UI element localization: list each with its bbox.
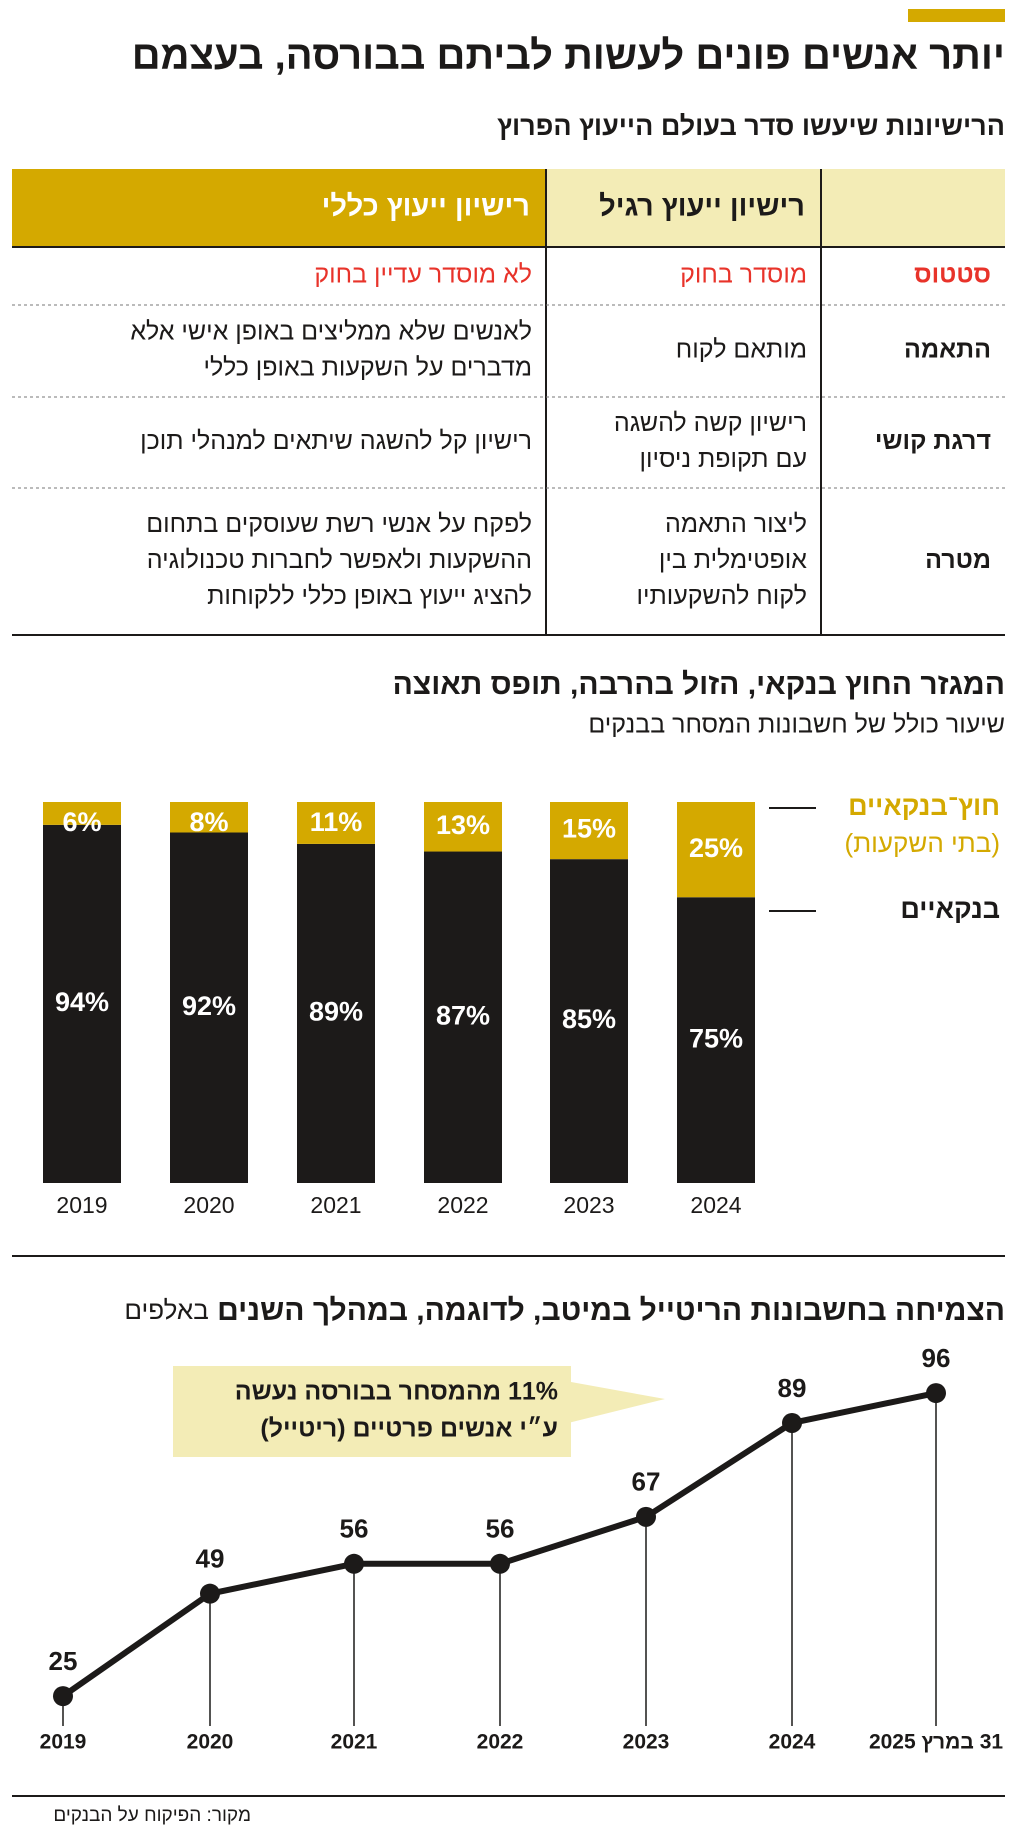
- data-point: [200, 1583, 220, 1604]
- data-point: [490, 1553, 510, 1574]
- annotation-text: 11% מהמסחר בבורסה נעשה: [235, 1378, 558, 1406]
- value-label: 89: [778, 1373, 807, 1403]
- cell-text: לקוח להשקעותיו: [636, 582, 807, 610]
- row-label: מטרה: [925, 546, 991, 574]
- cell-text: מותאם לקוח: [676, 336, 807, 364]
- cell-text: ליצור התאמה: [665, 510, 807, 538]
- bar-segment: [170, 832, 248, 1183]
- x-tick-label: 2021: [331, 1731, 378, 1754]
- x-tick-label: 2021: [310, 1192, 361, 1218]
- value-label: 11%: [310, 807, 363, 837]
- cell-text: לאנשים שלא ממליצים באופן אישי אלא: [130, 318, 532, 346]
- value-label: 85%: [562, 1004, 616, 1034]
- value-label: 56: [486, 1514, 515, 1544]
- header-cell: [12, 169, 546, 247]
- value-label: 89%: [309, 997, 363, 1027]
- value-label: 25: [49, 1646, 78, 1676]
- cell-text: רישיון קל להשגה שיתאים למנהלי תוכן: [140, 427, 532, 455]
- cell-text: עם תקופת ניסיון: [639, 445, 807, 473]
- legend-note: (בתי השקעות): [845, 828, 1000, 858]
- header-label: רישיון ייעוץ רגיל: [599, 191, 805, 223]
- value-label: 56: [340, 1514, 369, 1544]
- row-label: התאמה: [904, 336, 991, 364]
- legend-label: בנקאיים: [900, 894, 1000, 924]
- row-label: דרגת קושי: [875, 427, 991, 455]
- source: מקור: הפיקוח על הבנקים: [53, 1805, 251, 1826]
- bar-segment: [297, 802, 375, 844]
- annotation-text: ע״י אנשים פרטיים (ריטייל): [260, 1415, 558, 1443]
- header-cell: [821, 169, 1005, 247]
- value-label: 67: [632, 1467, 661, 1497]
- data-point: [344, 1553, 364, 1574]
- bar-segment: [170, 802, 248, 833]
- data-point: [782, 1412, 802, 1433]
- value-label: 8%: [189, 807, 228, 837]
- x-tick-label: 2023: [563, 1192, 614, 1218]
- bar-segment: [43, 802, 121, 825]
- chart-title: הצמיחה בחשבונות הריטייל במיטב, לדוגמה, ב…: [124, 1294, 1005, 1327]
- value-label: 87%: [436, 1000, 490, 1030]
- cell-text: ההשקעות ולאפשר לחברות טכנולוגיה: [147, 546, 532, 574]
- value-label: 15%: [562, 814, 616, 844]
- accent-bar: [908, 9, 1005, 22]
- chart-title: המגזר החוץ בנקאי, הזול בהרבה, תופס תאוצה: [393, 668, 1005, 701]
- unit-text: באלפים: [124, 1295, 208, 1325]
- bar-segment: [424, 802, 502, 852]
- bar-segment: [424, 851, 502, 1183]
- value-label: 92%: [182, 991, 236, 1021]
- cell-text: אופטימלית בין: [659, 546, 807, 574]
- cell-text: לפקח על אנשי רשת שעוסקים בתחום: [146, 510, 532, 538]
- bar-segment: [550, 802, 628, 860]
- cell-text: להציג ייעוץ באופן כללי ללקוחות: [207, 582, 532, 610]
- bar-segment: [677, 897, 755, 1183]
- x-tick-label: 2022: [437, 1192, 488, 1218]
- data-point: [926, 1383, 946, 1404]
- cell-text: לא מוסדר עדיין בחוק: [314, 261, 532, 289]
- value-label: 96: [922, 1343, 951, 1373]
- x-tick-label: 31 במרץ 2025: [869, 1731, 1003, 1754]
- annotation-pointer: [560, 1380, 665, 1425]
- annotation-box: [173, 1366, 571, 1457]
- value-label: 94%: [55, 987, 109, 1017]
- title-text: הצמיחה בחשבונות הריטייל במיטב, לדוגמה, ב…: [217, 1294, 1005, 1327]
- page-subtitle: הרישיונות שיעשו סדר בעולם הייעוץ הפרוץ: [497, 111, 1005, 141]
- x-tick-label: 2020: [187, 1731, 234, 1754]
- row-label: סטטוס: [914, 261, 991, 289]
- x-tick-label: 2024: [769, 1731, 816, 1754]
- value-label: 25%: [689, 833, 743, 863]
- chart-subtitle: שיעור כולל של חשבונות המסחר בבנקים: [588, 711, 1005, 739]
- cell-text: רישיון קשה להשגה: [614, 409, 807, 437]
- x-tick-label: 2024: [690, 1192, 741, 1218]
- page-title: יותר אנשים פונים לעשות לביתם בבורסה, בעצ…: [132, 34, 1005, 78]
- bar-segment: [550, 859, 628, 1183]
- value-label: 49: [196, 1544, 225, 1574]
- x-tick-label: 2023: [623, 1731, 670, 1754]
- bar-segment: [677, 802, 755, 898]
- value-label: 13%: [436, 810, 490, 840]
- data-point: [636, 1506, 656, 1527]
- header-cell: [546, 169, 821, 247]
- value-label: 75%: [689, 1023, 743, 1053]
- x-tick-label: 2019: [56, 1192, 107, 1218]
- x-tick-label: 2022: [477, 1731, 524, 1754]
- legend-label: חוץ־בנקאיים: [848, 791, 1000, 821]
- x-tick-label: 2020: [183, 1192, 234, 1218]
- value-label: 6%: [62, 807, 101, 837]
- bar-segment: [297, 843, 375, 1183]
- bar-segment: [43, 824, 121, 1183]
- x-tick-label: 2019: [40, 1731, 87, 1754]
- cell-text: מדברים על השקעות באופן כללי: [203, 354, 532, 382]
- data-point: [53, 1686, 73, 1707]
- cell-text: מוסדר בחוק: [680, 261, 807, 289]
- header-label: רישיון ייעוץ כללי: [322, 191, 530, 223]
